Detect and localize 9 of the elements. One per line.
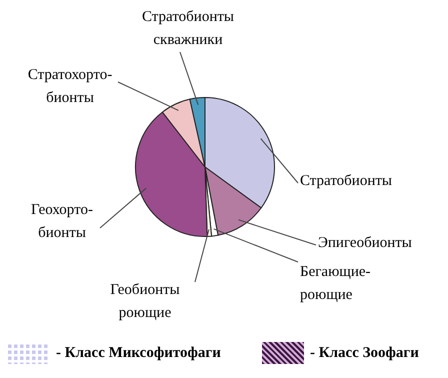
slice-label: Бегающие- роющие [300, 264, 371, 303]
slice-label: Стратобионты скважники [142, 8, 234, 48]
text: - Класс Зоофаги [310, 344, 419, 362]
slice-label: Геохорто- бионты [31, 202, 93, 241]
slice-label: Геобионты роющие [110, 282, 180, 321]
slice-label: Эпигеобионты [318, 234, 412, 251]
slice-label: Стратохорто- бионты [28, 66, 112, 106]
text: - Класс Миксофитофаги [56, 344, 221, 362]
slice-label: Стратобионты [300, 172, 392, 189]
